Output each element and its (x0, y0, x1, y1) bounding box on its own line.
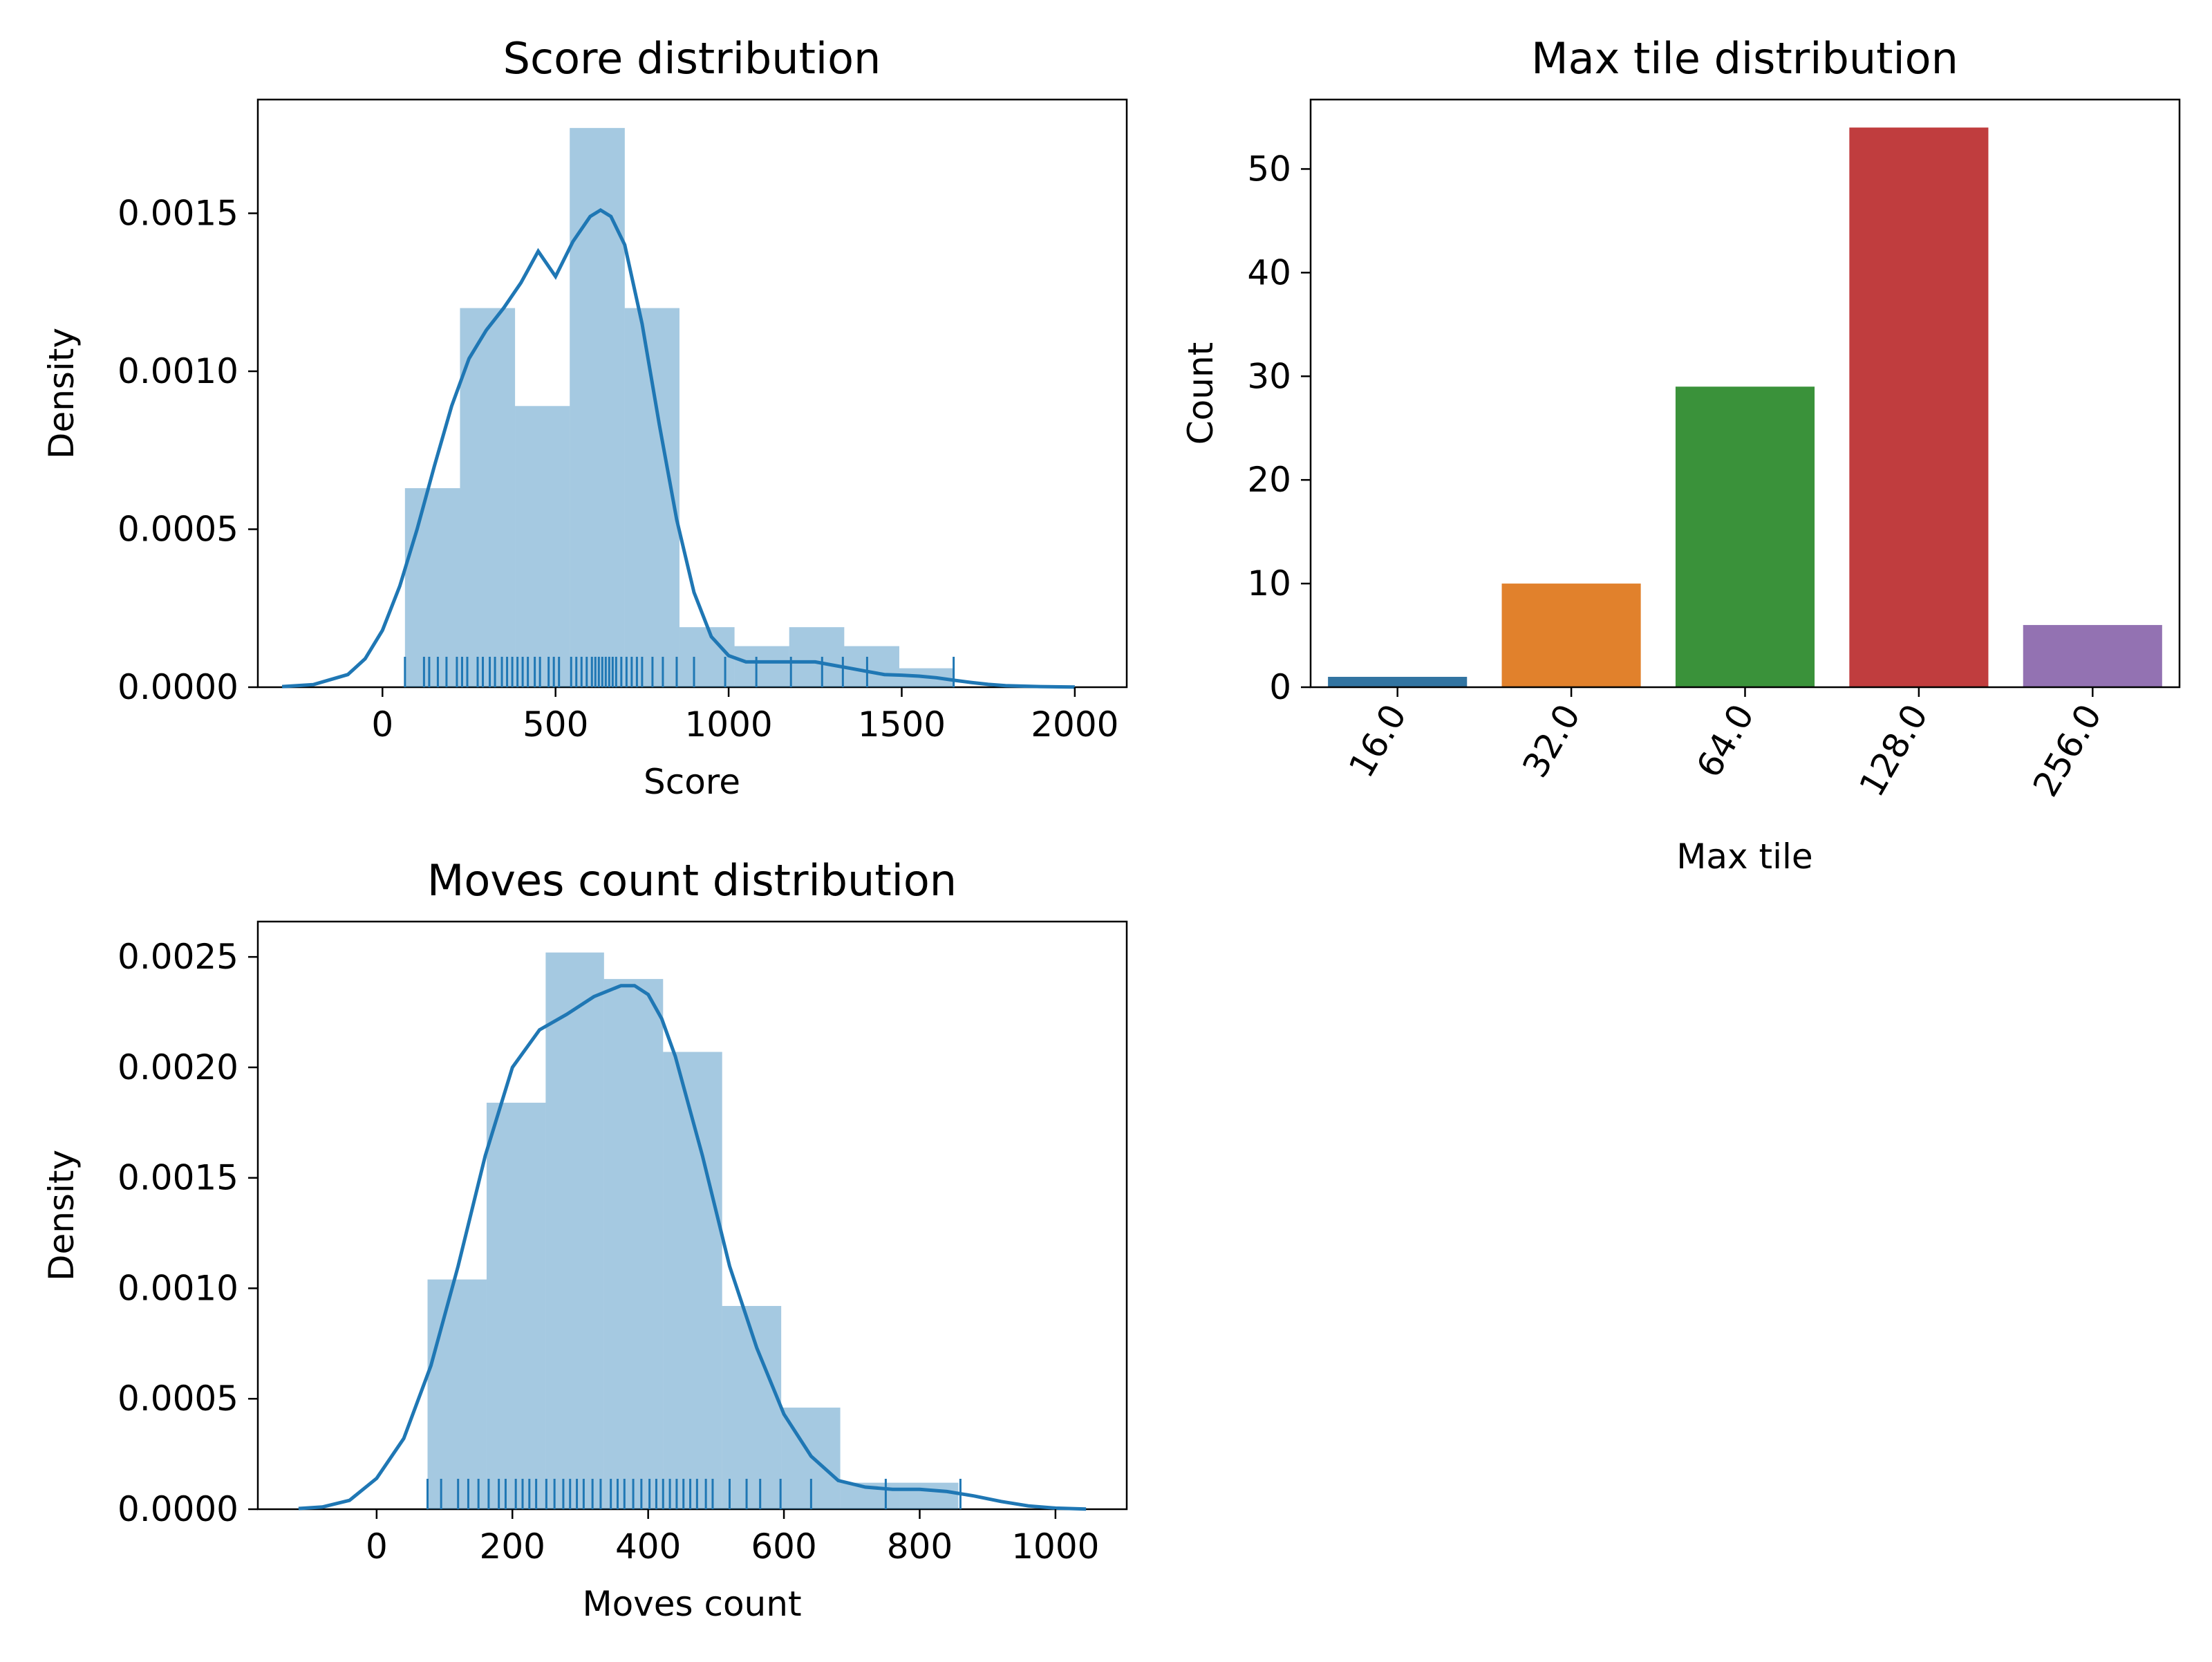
score-x-tick-label: 1000 (684, 704, 772, 745)
moves-axes-frame (256, 920, 1128, 1511)
max-tile-bar-32-0 (1501, 583, 1641, 687)
moves-y-tick-label: 0.0005 (118, 1379, 238, 1419)
score-hist-bar (844, 646, 899, 687)
moves-hist-bar (663, 1052, 722, 1509)
max-tile-x-axis-label: Max tile (1676, 837, 1812, 877)
max-tile-bar-64-0 (1675, 386, 1815, 687)
score-y-tick-label: 0.0005 (118, 510, 238, 550)
score-hist-bar (679, 627, 735, 687)
moves-x-tick-label: 1000 (1011, 1526, 1099, 1567)
max-tile-x-tick-label: 32.0 (1515, 698, 1588, 784)
moves-hist-bar (899, 1482, 959, 1509)
score-x-tick-label: 500 (523, 704, 588, 745)
max-tile-x-tick-label: 64.0 (1689, 698, 1762, 784)
moves-x-tick-label: 0 (366, 1526, 388, 1567)
max-tile-chart-title: Max tile distribution (1531, 33, 1958, 84)
moves-x-axis-label: Moves count (582, 1584, 801, 1624)
score-hist-bar (515, 406, 570, 687)
moves-histogram-bars (427, 952, 959, 1509)
max-tile-x-tick-label: 256.0 (2025, 698, 2110, 803)
score-y-ticks: 0.0000 0.0005 0.0010 0.0015 (118, 194, 258, 707)
moves-y-tick-label: 0.0010 (118, 1268, 238, 1308)
max-tile-bar-16-0 (1328, 677, 1468, 687)
moves-x-tick-label: 800 (887, 1526, 953, 1567)
moves-kde-line (298, 984, 1087, 1511)
moves-hist-bar (722, 1306, 782, 1509)
max-tile-y-tick-label: 30 (1247, 356, 1291, 396)
max-tile-bar-256-0 (2023, 625, 2162, 687)
moves-x-tick-label: 400 (615, 1526, 681, 1567)
score-hist-bar (734, 646, 789, 687)
score-x-tick-label: 0 (371, 704, 393, 745)
score-hist-bar (460, 308, 516, 687)
moves-x-ticks: 0 200 400 600 800 1000 (366, 1509, 1100, 1567)
score-y-tick-label: 0.0010 (118, 351, 238, 391)
max-tile-y-tick-label: 20 (1247, 460, 1291, 500)
score-y-axis-label: Density (41, 328, 82, 459)
max-tile-x-ticks: 16.0 32.0 64.0 128.0 256.0 (1341, 687, 2110, 803)
moves-y-axis-label: Density (41, 1150, 82, 1281)
max-tile-distribution-panel: 16.0 32.0 64.0 128.0 256.0 0 10 20 30 40 50 Max t… (1181, 33, 2181, 877)
score-hist-bar (404, 488, 460, 687)
moves-y-ticks: 0.0000 0.0005 0.0010 0.0015 0.0020 0.0025 (118, 937, 258, 1529)
moves-hist-bar (486, 1103, 546, 1509)
score-x-tick-label: 1500 (858, 704, 946, 745)
moves-hist-bar (427, 1279, 487, 1509)
moves-y-tick-label: 0.0020 (118, 1047, 238, 1087)
score-rug-marks (404, 657, 955, 687)
score-axes-frame (256, 98, 1128, 689)
max-tile-x-tick-label: 128.0 (1851, 698, 1936, 803)
score-y-tick-label: 0.0000 (118, 667, 238, 707)
max-tile-y-tick-label: 50 (1247, 149, 1291, 189)
max-tile-y-tick-label: 40 (1247, 252, 1291, 292)
moves-chart-title: Moves count distribution (427, 855, 957, 906)
moves-y-tick-label: 0.0015 (118, 1158, 238, 1198)
score-hist-bar (789, 627, 845, 687)
max-tile-bar-128-0 (1849, 127, 1989, 687)
max-tile-y-tick-label: 0 (1269, 667, 1291, 707)
moves-y-tick-label: 0.0025 (118, 937, 238, 977)
score-x-ticks: 0 500 1000 1500 2000 (371, 687, 1119, 745)
moves-count-distribution-panel: 0 200 400 600 800 1000 0.00000.00050.00100.00… (41, 855, 1128, 1624)
score-x-tick-label: 2000 (1031, 704, 1118, 745)
score-kde-line (281, 207, 1075, 689)
max-tile-bars (1328, 127, 2162, 687)
score-hist-bar (624, 308, 679, 687)
moves-y-tick-label: 0.0000 (118, 1489, 238, 1529)
score-hist-bar (570, 128, 625, 687)
moves-x-tick-label: 600 (751, 1526, 816, 1567)
max-tile-y-ticks: 0 10 20 30 40 50 (1247, 149, 1311, 707)
max-tile-y-tick-label: 10 (1247, 563, 1291, 604)
score-y-tick-label: 0.0015 (118, 194, 238, 234)
max-tile-y-axis-label: Count (1181, 342, 1221, 445)
moves-hist-bar (603, 979, 664, 1509)
moves-rug-marks (427, 1479, 962, 1509)
max-tile-x-tick-label: 16.0 (1341, 698, 1414, 784)
moves-hist-bar (545, 952, 604, 1509)
score-distribution-panel: 0 500 1000 1500 2000 0.0000 0.0005 0.0010 0.001… (41, 33, 1128, 802)
moves-x-tick-label: 200 (480, 1526, 545, 1567)
score-histogram-bars (404, 128, 955, 687)
score-x-axis-label: Score (644, 762, 740, 802)
score-chart-title: Score distribution (503, 33, 881, 84)
